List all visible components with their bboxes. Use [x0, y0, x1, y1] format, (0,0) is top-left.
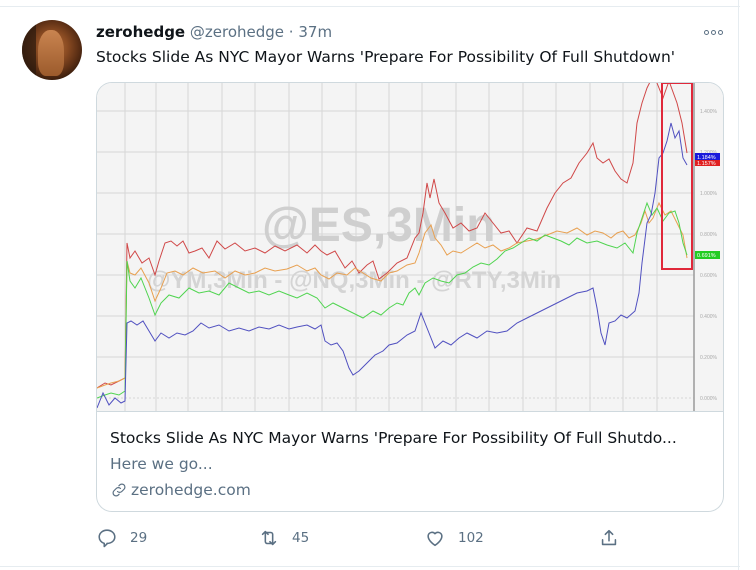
svg-text:0.200%: 0.200% [700, 355, 718, 361]
card-domain-text: zerohedge.com [131, 481, 251, 499]
price-label-green: 0.691% [697, 253, 716, 259]
tweet-timestamp[interactable]: 37m [298, 23, 333, 41]
chart-svg: @ES,3Min @YM,3Min - @NQ,3Min - @RTY,3Min… [97, 83, 720, 411]
price-label-red-bg [695, 160, 720, 166]
more-horizontal-icon[interactable] [700, 24, 726, 40]
avatar-figure [38, 30, 64, 76]
series-red [97, 83, 688, 389]
column-border [738, 0, 739, 570]
like-count: 102 [458, 530, 484, 546]
series-blue [97, 122, 688, 409]
card-domain[interactable]: zerohedge.com [110, 479, 251, 501]
like-button[interactable]: 102 [424, 527, 484, 549]
tweet-text: Stocks Slide As NYC Mayor Warns 'Prepare… [96, 48, 676, 66]
tweet-header: zerohedge @zerohedge · 37m [96, 22, 332, 42]
svg-text:1.000%: 1.000% [700, 191, 718, 197]
watermark-sub: @YM,3Min - @NQ,3Min - @RTY,3Min [147, 267, 561, 294]
author-name[interactable]: zerohedge [96, 23, 186, 41]
highlight-box [661, 83, 693, 270]
avatar[interactable] [22, 20, 82, 80]
tweet-actions: 29 45 102 [96, 527, 636, 553]
avatar-shade [22, 20, 36, 80]
price-label-blue-bg [695, 153, 720, 160]
retweet-icon [261, 530, 277, 546]
price-label-green-bg [695, 251, 720, 259]
author-handle[interactable]: @zerohedge [189, 23, 285, 41]
watermark-main: @ES,3Min [262, 199, 496, 252]
svg-text:0.400%: 0.400% [700, 314, 718, 320]
svg-text:0.800%: 0.800% [700, 232, 718, 238]
svg-text:1.400%: 1.400% [700, 109, 718, 115]
reply-icon [98, 529, 116, 548]
series-orange [97, 201, 688, 389]
reply-count: 29 [130, 530, 148, 546]
retweet-count: 45 [292, 530, 310, 546]
price-label-blue: 1.184% [697, 155, 716, 161]
more-dot [703, 29, 709, 35]
card-title[interactable]: Stocks Slide As NYC Mayor Warns 'Prepare… [110, 429, 677, 447]
heart-icon [427, 531, 443, 547]
more-dot [710, 29, 716, 35]
svg-text:0.600%: 0.600% [700, 273, 718, 279]
header-separator: · [288, 23, 294, 41]
retweet-button[interactable]: 45 [258, 527, 309, 549]
link-icon [112, 483, 126, 497]
reply-button[interactable]: 29 [96, 527, 147, 549]
chart-grid [97, 83, 694, 411]
svg-text:0.000%: 0.000% [700, 396, 718, 402]
card-image-chart: @ES,3Min @YM,3Min - @NQ,3Min - @RTY,3Min… [97, 83, 723, 412]
share-button[interactable] [598, 527, 620, 549]
series-green [97, 201, 688, 399]
share-icon [601, 529, 617, 546]
link-card[interactable]: @ES,3Min @YM,3Min - @NQ,3Min - @RTY,3Min… [96, 82, 724, 512]
bottom-divider [0, 566, 740, 567]
top-divider [0, 6, 740, 7]
price-label-red: 1.157% [697, 161, 716, 167]
more-dot [717, 29, 723, 35]
card-description: Here we go... [110, 455, 213, 473]
